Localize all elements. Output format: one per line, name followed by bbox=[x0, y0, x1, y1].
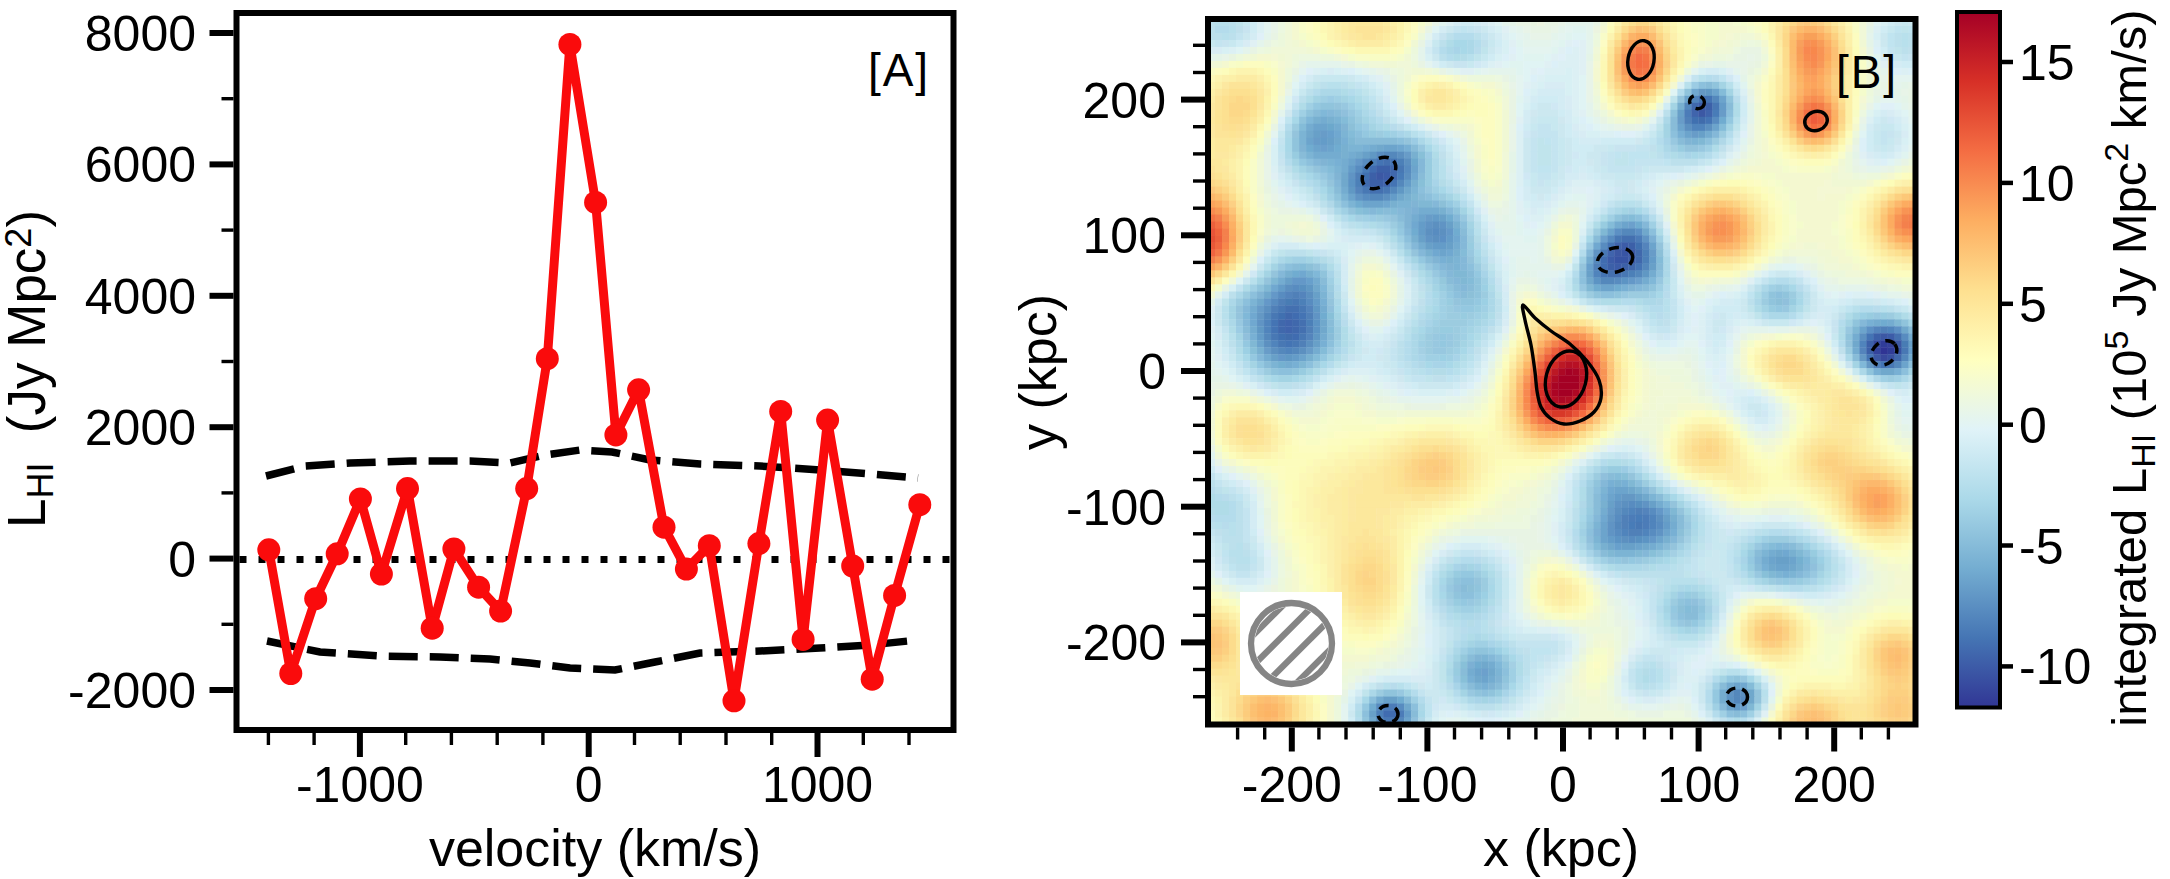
svg-text:-1000: -1000 bbox=[296, 757, 424, 813]
svg-text:integrated LHI (105 Jy Mpc2 km: integrated LHI (105 Jy Mpc2 km/s) bbox=[2097, 9, 2162, 726]
svg-text:0: 0 bbox=[168, 532, 196, 588]
svg-text:100: 100 bbox=[1083, 208, 1166, 264]
svg-text:velocity (km/s): velocity (km/s) bbox=[429, 819, 761, 877]
svg-text:-2000: -2000 bbox=[68, 663, 196, 719]
svg-text:LHI (Jy Mpc2): LHI (Jy Mpc2) bbox=[0, 210, 61, 528]
svg-text:y (kpc): y (kpc) bbox=[1009, 294, 1067, 450]
svg-text:[B]: [B] bbox=[1836, 46, 1898, 98]
svg-text:15: 15 bbox=[2019, 35, 2075, 91]
svg-text:1000: 1000 bbox=[762, 757, 873, 813]
svg-text:0: 0 bbox=[575, 757, 603, 813]
svg-text:0: 0 bbox=[1549, 757, 1577, 813]
svg-text:2000: 2000 bbox=[85, 400, 196, 456]
svg-text:100: 100 bbox=[1657, 757, 1740, 813]
svg-text:-100: -100 bbox=[1066, 480, 1166, 536]
svg-text:200: 200 bbox=[1792, 757, 1875, 813]
svg-text:0: 0 bbox=[1138, 344, 1166, 400]
svg-text:-200: -200 bbox=[1066, 615, 1166, 671]
svg-text:[A]: [A] bbox=[868, 44, 930, 96]
svg-text:8000: 8000 bbox=[85, 6, 196, 62]
svg-text:200: 200 bbox=[1083, 73, 1166, 129]
svg-text:-200: -200 bbox=[1242, 757, 1342, 813]
svg-text:-5: -5 bbox=[2019, 519, 2063, 575]
svg-text:0: 0 bbox=[2019, 398, 2047, 454]
svg-text:6000: 6000 bbox=[85, 137, 196, 193]
svg-text:x (kpc): x (kpc) bbox=[1483, 819, 1639, 877]
svg-text:-10: -10 bbox=[2019, 639, 2091, 695]
svg-text:-100: -100 bbox=[1377, 757, 1477, 813]
svg-text:4000: 4000 bbox=[85, 269, 196, 325]
svg-text:5: 5 bbox=[2019, 277, 2047, 333]
svg-text:10: 10 bbox=[2019, 156, 2075, 212]
